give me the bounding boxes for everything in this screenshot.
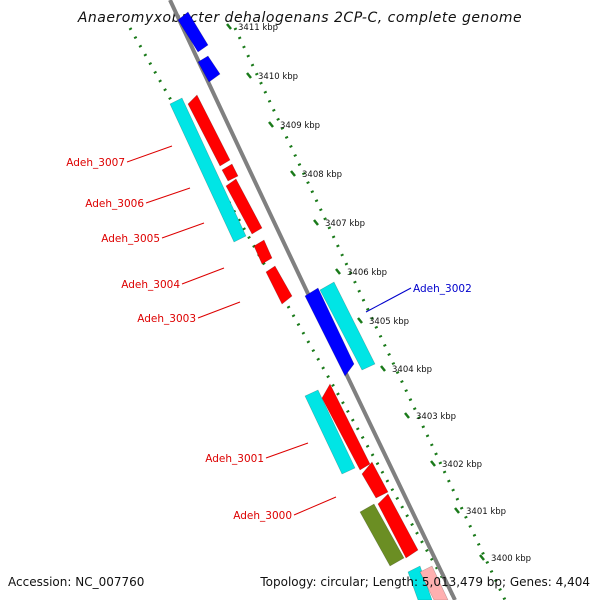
gene-label[interactable]: Adeh_3005 <box>101 233 160 245</box>
cds-feature[interactable] <box>304 389 356 475</box>
kbp-tick <box>290 170 296 177</box>
kbp-tick <box>430 460 436 467</box>
gene-label-leader <box>197 301 241 319</box>
cds-feature[interactable] <box>169 97 247 243</box>
gene-label-leader <box>145 187 191 204</box>
forward-gene-feature[interactable] <box>419 565 449 600</box>
topology-text: Topology: circular; Length: 5,013,479 bp… <box>260 575 590 589</box>
kbp-tick <box>268 121 274 128</box>
gene-label[interactable]: Adeh_3001 <box>205 453 264 465</box>
kbp-tick <box>313 219 319 226</box>
gene-label[interactable]: Adeh_3004 <box>121 279 180 291</box>
kbp-tick <box>404 412 410 419</box>
gene-label[interactable]: Adeh_3006 <box>85 198 144 210</box>
forward-gene-feature[interactable] <box>265 265 293 305</box>
kbp-label: 3410 kbp <box>258 72 298 82</box>
gene-label-leader <box>181 267 225 285</box>
kbp-label: 3403 kbp <box>416 412 456 422</box>
kbp-label: 3405 kbp <box>369 317 409 327</box>
kbp-tick <box>246 72 252 79</box>
forward-gene-feature[interactable] <box>377 493 419 559</box>
cds-feature[interactable] <box>319 281 376 371</box>
reverse-gene-feature[interactable] <box>197 55 221 83</box>
cds-feature[interactable] <box>407 565 433 600</box>
gene-label-leader <box>293 496 337 516</box>
genome-backbone <box>168 0 457 600</box>
kbp-label: 3400 kbp <box>491 554 531 564</box>
kbp-label: 3402 kbp <box>442 460 482 470</box>
gene-label[interactable]: Adeh_3007 <box>66 157 125 169</box>
gene-label[interactable]: Adeh_3002 <box>413 283 472 295</box>
gene-label-leader <box>126 145 173 163</box>
kbp-tick <box>357 317 363 324</box>
forward-gene-feature[interactable] <box>187 94 231 167</box>
kbp-tick <box>454 507 460 514</box>
kbp-tick <box>380 365 386 372</box>
reverse-gene-feature[interactable] <box>177 11 209 53</box>
forward-gene-feature[interactable] <box>321 383 371 471</box>
forward-gene-feature[interactable] <box>253 239 273 265</box>
other-feature[interactable] <box>359 503 405 567</box>
kbp-tick <box>479 554 485 561</box>
forward-gene-feature[interactable] <box>225 178 263 235</box>
kbp-label: 3411 kbp <box>238 23 278 33</box>
gene-label-leader <box>265 442 309 459</box>
kbp-label: 3408 kbp <box>302 170 342 180</box>
gene-label-leader <box>365 287 412 313</box>
kbp-label: 3404 kbp <box>392 365 432 375</box>
gene-label-leader <box>161 222 205 239</box>
gene-label[interactable]: Adeh_3003 <box>137 313 196 325</box>
accession-text: Accession: NC_007760 <box>8 575 145 589</box>
kbp-tick <box>335 268 341 275</box>
kbp-label: 3409 kbp <box>280 121 320 131</box>
gene-label[interactable]: Adeh_3000 <box>233 510 292 522</box>
kbp-tick <box>226 23 232 30</box>
kbp-label: 3401 kbp <box>466 507 506 517</box>
reverse-gene-feature[interactable] <box>304 287 355 377</box>
kbp-label: 3406 kbp <box>347 268 387 278</box>
forward-gene-feature[interactable] <box>361 461 389 499</box>
kbp-label: 3407 kbp <box>325 219 365 229</box>
forward-gene-feature[interactable] <box>221 163 239 182</box>
